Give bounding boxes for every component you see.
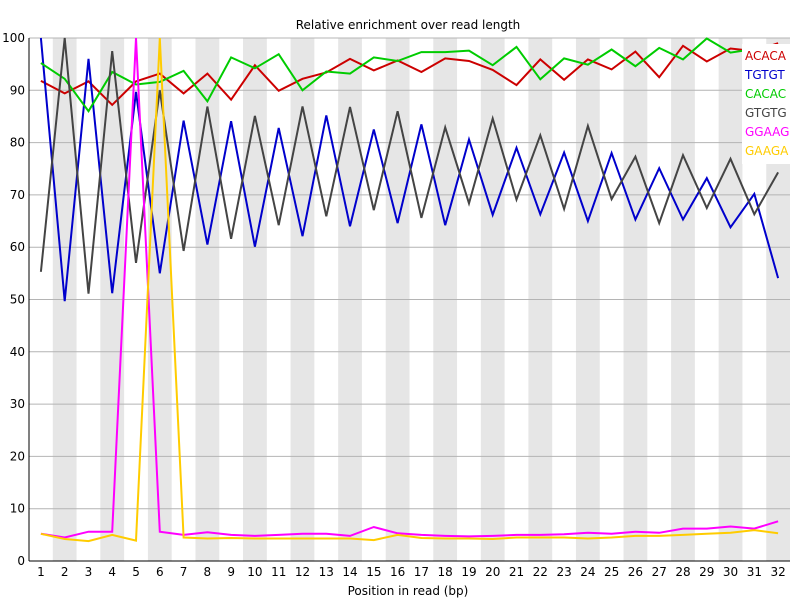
x-tick-label: 29 xyxy=(699,565,714,579)
x-tick-label: 10 xyxy=(247,565,262,579)
x-tick-label: 2 xyxy=(61,565,69,579)
y-tick-label: 50 xyxy=(10,293,25,307)
x-tick-label: 24 xyxy=(580,565,595,579)
x-tick-label: 16 xyxy=(390,565,405,579)
x-tick-label: 8 xyxy=(204,565,212,579)
legend-entry-tgtgt: TGTGT xyxy=(744,68,785,82)
y-tick-label: 20 xyxy=(10,449,25,463)
series-lines xyxy=(39,37,780,543)
legend-entry-cacac: CACAC xyxy=(745,87,786,101)
series-line-ggaag xyxy=(40,37,779,539)
y-tick-label: 10 xyxy=(10,502,25,516)
x-tick-label: 18 xyxy=(438,565,453,579)
x-tick-label: 5 xyxy=(132,565,140,579)
x-tick-label: 13 xyxy=(319,565,334,579)
legend: ACACA TGTGT CACAC GTGTG GGAAG GAAGA xyxy=(742,44,790,164)
x-tick-label: 14 xyxy=(342,565,357,579)
y-tick-label: 0 xyxy=(17,554,25,568)
x-tick-label: 1 xyxy=(37,565,45,579)
x-tick-label: 15 xyxy=(366,565,381,579)
x-tick-label: 7 xyxy=(180,565,188,579)
legend-entry-ggaag: GGAAG xyxy=(745,125,789,139)
x-tick-label: 27 xyxy=(652,565,667,579)
x-tick-label: 6 xyxy=(156,565,164,579)
x-tick-label: 26 xyxy=(628,565,643,579)
legend-entry-acaca: ACACA xyxy=(745,49,787,63)
axes xyxy=(28,38,790,562)
x-tick-label: 32 xyxy=(770,565,785,579)
y-tick-label: 70 xyxy=(10,188,25,202)
y-tick-label: 40 xyxy=(10,345,25,359)
x-tick-label: 31 xyxy=(747,565,762,579)
x-axis-label: Position in read (bp) xyxy=(348,584,469,598)
y-tick-label: 30 xyxy=(10,397,25,411)
x-tick-label: 11 xyxy=(271,565,286,579)
y-tick-label: 90 xyxy=(10,83,25,97)
x-tick-label: 9 xyxy=(227,565,235,579)
x-tick-label: 21 xyxy=(509,565,524,579)
chart-title: Relative enrichment over read length xyxy=(296,18,521,32)
x-tick-labels: 1 2 3 4 5 6 7 8 9 10 11 12 13 14 15 16 17 18 19 20 21 22 23 24 2… xyxy=(37,565,786,579)
y-tick-label: 80 xyxy=(10,136,25,150)
series-line-tgtgt xyxy=(39,37,780,302)
x-tick-label: 30 xyxy=(723,565,738,579)
x-tick-label: 19 xyxy=(461,565,476,579)
x-tick-label: 3 xyxy=(85,565,93,579)
x-tick-label: 20 xyxy=(485,565,500,579)
x-tick-label: 23 xyxy=(556,565,571,579)
y-tick-label: 60 xyxy=(10,240,25,254)
horizontal-gridlines xyxy=(29,37,790,510)
series-line-acaca xyxy=(40,42,779,107)
series-line-gaaga xyxy=(40,37,779,543)
x-tick-label: 4 xyxy=(108,565,116,579)
x-tick-label: 28 xyxy=(675,565,690,579)
y-tick-labels: 0 10 20 30 40 50 60 70 80 90 100 xyxy=(2,31,25,568)
x-tick-label: 12 xyxy=(295,565,310,579)
x-tick-label: 22 xyxy=(533,565,548,579)
legend-entry-gaaga: GAAGA xyxy=(745,144,789,158)
x-tick-label: 17 xyxy=(414,565,429,579)
y-tick-label: 100 xyxy=(2,31,25,45)
x-tick-label: 25 xyxy=(604,565,619,579)
legend-entry-gtgtg: GTGTG xyxy=(745,106,787,120)
legend-box xyxy=(742,44,790,164)
series-line-cacac xyxy=(40,37,779,113)
alternating-bands xyxy=(52,38,790,561)
